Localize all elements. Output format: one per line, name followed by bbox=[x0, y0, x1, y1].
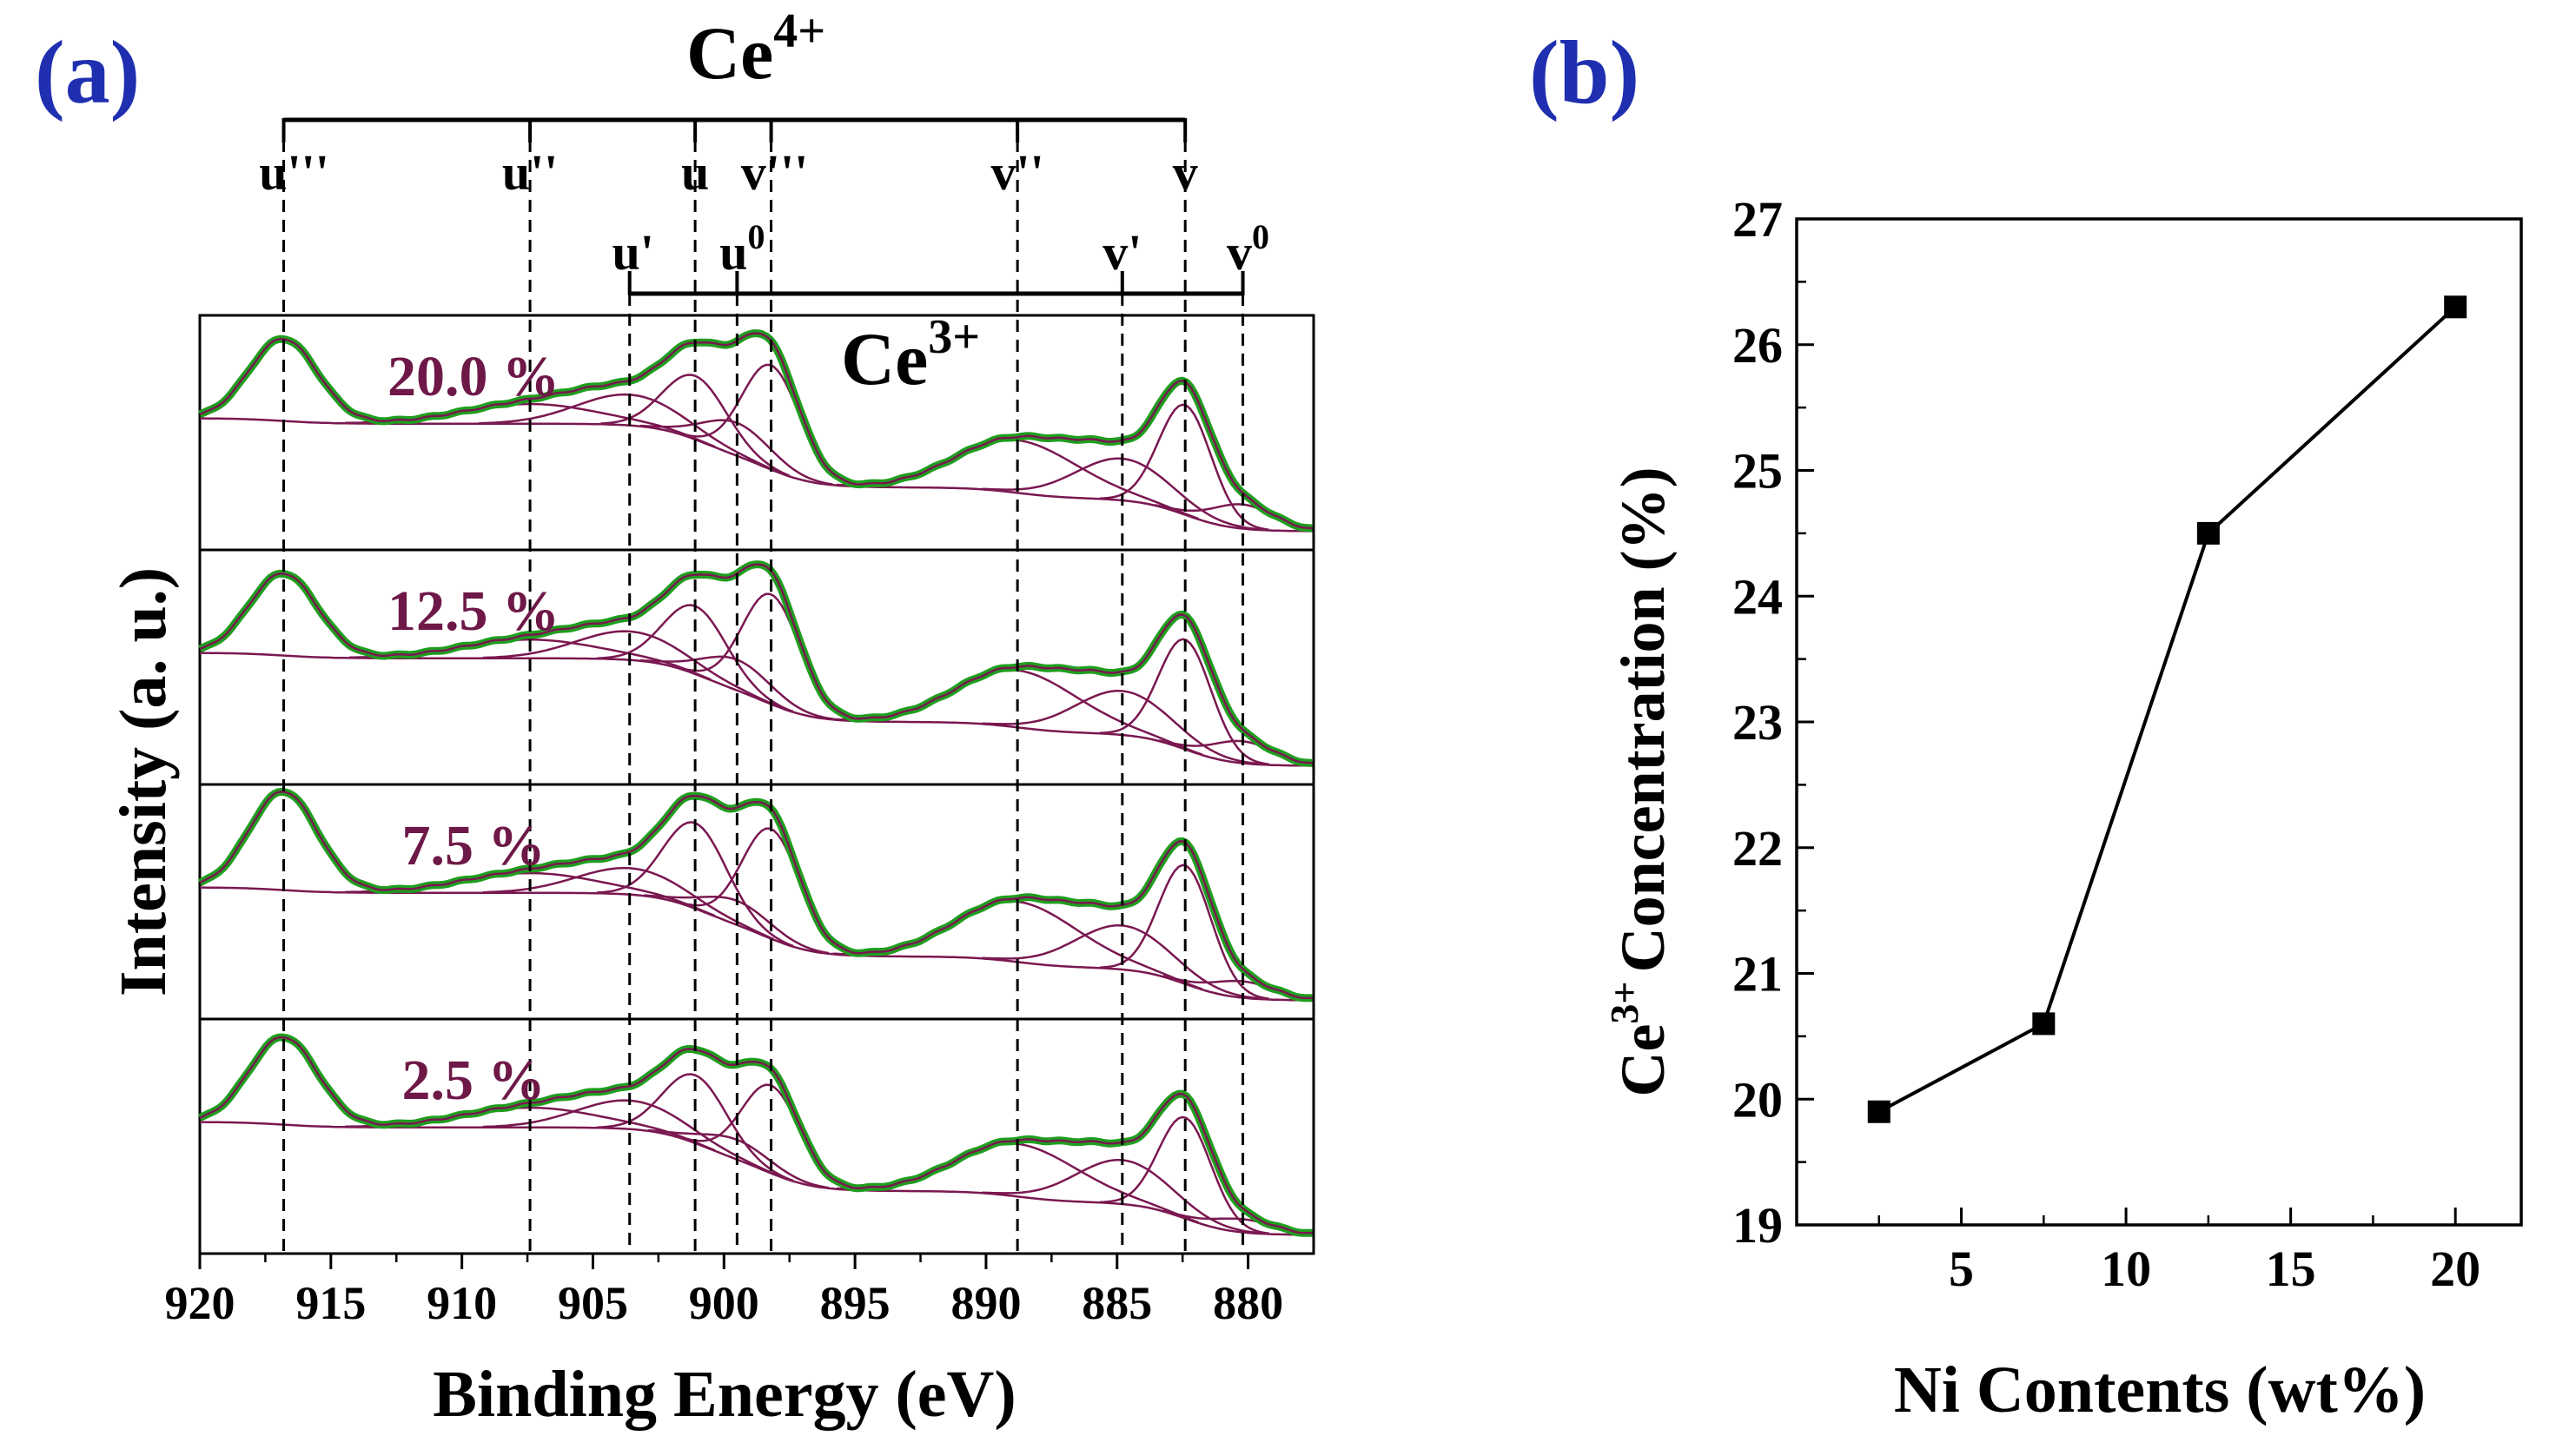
y-title-main: Concentration (%) bbox=[1608, 467, 1678, 972]
ce4-sup: 4+ bbox=[773, 4, 825, 58]
peak-label-base: u bbox=[719, 224, 747, 281]
fit-component-up bbox=[482, 866, 775, 941]
sample-label: 12.5 % bbox=[387, 579, 560, 643]
fit-component-uppp bbox=[199, 572, 393, 659]
peak-label: v0 bbox=[1227, 217, 1269, 281]
x-tick-label: 920 bbox=[165, 1277, 235, 1329]
peak-label-sup: 0 bbox=[748, 217, 765, 256]
y-tick-label-b: 27 bbox=[1732, 191, 1783, 248]
peak-label: u0 bbox=[719, 217, 765, 281]
x-tick-label: 890 bbox=[950, 1277, 1021, 1329]
peak-label: v'' bbox=[991, 144, 1044, 201]
y-tick-label-b: 20 bbox=[1732, 1071, 1783, 1128]
ce4-text: Ce bbox=[686, 11, 773, 95]
y-tick-label-b: 24 bbox=[1732, 568, 1783, 625]
peak-label: v''' bbox=[741, 144, 808, 201]
sample-label: 20.0 % bbox=[387, 345, 560, 408]
peak-label-sup: 0 bbox=[1252, 217, 1269, 256]
concentration-axes: 19 20 21 22 23 24 25 26 27 5 10 15 20 bbox=[1732, 191, 2523, 1297]
fit-component-uppp bbox=[199, 337, 393, 425]
fit-component-u0 bbox=[647, 1128, 830, 1189]
peak-label: v' bbox=[1103, 224, 1142, 281]
data-point-marker bbox=[2196, 521, 2220, 545]
measured-spectrum bbox=[198, 1033, 1313, 1237]
spectra-frames bbox=[198, 314, 1315, 1255]
background-line bbox=[200, 886, 1313, 1002]
fit-component-u bbox=[600, 374, 791, 477]
x-axis-title-a: Binding Energy (eV) bbox=[433, 1358, 1016, 1431]
background-line bbox=[200, 652, 1313, 767]
data-point-marker bbox=[1867, 1100, 1891, 1123]
sample-labels: 20.0 % 12.5 % 7.5 % 2.5 % bbox=[387, 345, 560, 1112]
x-tick-label-b: 15 bbox=[2266, 1241, 2316, 1297]
x-tick-label-b: 20 bbox=[2430, 1241, 2480, 1297]
peak-label: v bbox=[1173, 144, 1198, 201]
y-title-ce: Ce bbox=[1608, 1024, 1678, 1097]
x-tick-label: 880 bbox=[1213, 1277, 1283, 1329]
peak-label-base: v bbox=[1227, 224, 1252, 281]
peak-labels: u''' u'' u v''' v'' vu' u0 v' v0 bbox=[259, 144, 1269, 281]
x-tick-label: 900 bbox=[689, 1277, 759, 1329]
x-tick-label-b: 5 bbox=[1949, 1241, 1974, 1297]
measured-spectrum bbox=[198, 560, 1313, 767]
data-point-marker bbox=[2444, 295, 2467, 319]
x-tick-label: 915 bbox=[295, 1277, 366, 1329]
panel-b-label: (b) bbox=[1529, 23, 1639, 122]
fit-component-v bbox=[1100, 1115, 1269, 1235]
peak-label: u bbox=[681, 144, 709, 201]
fit-component-uppp bbox=[199, 1036, 393, 1128]
peak-dashed-lines bbox=[282, 120, 1245, 1254]
ce4-group-label: Ce4+ bbox=[686, 4, 825, 95]
x-tick-label: 910 bbox=[427, 1277, 497, 1329]
y-tick-label-b: 19 bbox=[1732, 1197, 1783, 1254]
peak-label: u''' bbox=[259, 144, 329, 201]
fit-envelope bbox=[199, 563, 1313, 764]
fit-component-vp bbox=[982, 924, 1261, 1000]
peak-label: u' bbox=[613, 224, 654, 281]
y-tick-label-b: 23 bbox=[1732, 694, 1783, 751]
ce3-text: Ce bbox=[841, 317, 928, 400]
background-line bbox=[200, 1121, 1313, 1236]
fit-envelope bbox=[199, 332, 1313, 530]
sample-label: 7.5 % bbox=[402, 814, 546, 877]
fit-component-vp bbox=[982, 690, 1261, 765]
concentration-line bbox=[1877, 305, 2457, 1114]
fit-component-up bbox=[479, 393, 778, 473]
peak-label: u'' bbox=[502, 144, 559, 201]
plot-frame-b bbox=[1795, 217, 2523, 1227]
data-point-marker bbox=[2032, 1012, 2056, 1036]
sample-label: 2.5 % bbox=[402, 1049, 546, 1112]
binding-energy-axis: 920 915 910 905 900 895 890 885 880 bbox=[165, 1254, 1283, 1329]
fit-envelope bbox=[199, 791, 1313, 1000]
x-tick-label: 895 bbox=[820, 1277, 891, 1329]
y-axis-title-b: Ce3+ Concentration (%) bbox=[1602, 467, 1678, 1096]
fit-envelope bbox=[199, 1036, 1313, 1234]
ce3-sup: 3+ bbox=[928, 310, 980, 364]
y-tick-label-b: 21 bbox=[1732, 946, 1783, 1003]
x-tick-label: 905 bbox=[558, 1277, 628, 1329]
y-title-sup: 3+ bbox=[1602, 981, 1646, 1023]
y-tick-label-b: 22 bbox=[1732, 820, 1783, 877]
x-axis-title-b: Ni Contents (wt%) bbox=[1894, 1353, 2426, 1426]
x-tick-label: 885 bbox=[1082, 1277, 1152, 1329]
fit-component-uppp bbox=[199, 790, 393, 894]
fit-component-up bbox=[482, 630, 778, 708]
y-tick-label-b: 25 bbox=[1732, 443, 1783, 500]
ce3-group-label: Ce3+ bbox=[841, 310, 980, 400]
panel-a-label: (a) bbox=[35, 23, 140, 122]
y-tick-label-b: 26 bbox=[1732, 317, 1783, 374]
x-tick-label-b: 10 bbox=[2101, 1241, 2151, 1297]
concentration-series bbox=[1867, 295, 2467, 1123]
y-axis-title-a: Intensity (a. u.) bbox=[107, 567, 180, 996]
